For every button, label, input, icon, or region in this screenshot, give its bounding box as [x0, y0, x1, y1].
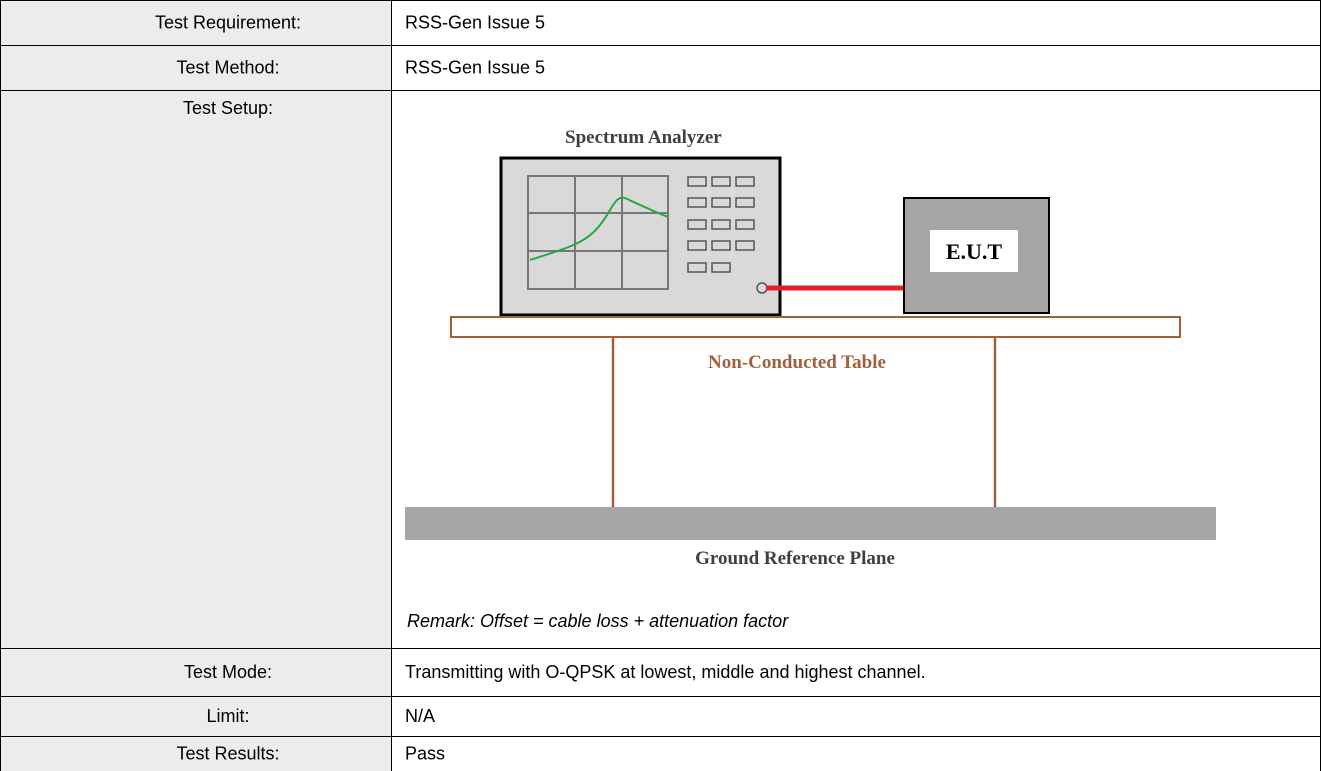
label-cell [0, 0, 392, 46]
row-value: Pass [405, 744, 445, 764]
setup-diagram: Spectrum Analyzer E.U.T Non-Conducted Ta… [405, 127, 1216, 631]
row-label: Test Mode: [184, 662, 272, 682]
label-cell [0, 648, 392, 697]
trace [529, 196, 669, 261]
row-label: Test Setup: [183, 98, 273, 118]
remark: Remark: Offset = cable loss + attenuatio… [407, 611, 789, 631]
row-label: Test Requirement: [155, 13, 301, 33]
table-label: Non-Conducted Table [708, 352, 886, 373]
table-top [450, 316, 1181, 338]
label-cell [0, 90, 392, 649]
label-cell [0, 45, 392, 91]
eut-label: E.U.T [946, 239, 1003, 264]
row-label: Test Method: [176, 58, 279, 78]
row-value: Transmitting with O-QPSK at lowest, midd… [405, 662, 926, 682]
row-label: Test Results: [176, 744, 279, 764]
row-value: N/A [405, 706, 435, 726]
row-label: Limit: [206, 706, 249, 726]
screen [527, 175, 669, 290]
screen-grid [528, 176, 668, 289]
ground-label: Ground Reference Plane [695, 548, 895, 569]
row-value: RSS-Gen Issue 5 [405, 13, 545, 33]
buttons [687, 176, 755, 273]
label-cell [0, 696, 392, 737]
eut-label-bg [930, 230, 1018, 272]
ground-plane [405, 507, 1216, 540]
analyzer-label: Spectrum Analyzer [565, 127, 722, 148]
row-value: RSS-Gen Issue 5 [405, 58, 545, 78]
value-cell [391, 736, 1321, 771]
value-cell [391, 696, 1321, 737]
